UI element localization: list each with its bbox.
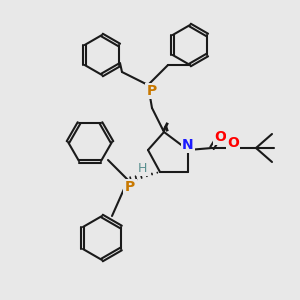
Text: O: O bbox=[227, 136, 239, 150]
Text: P: P bbox=[147, 84, 157, 98]
Text: O: O bbox=[214, 130, 226, 144]
Text: P: P bbox=[125, 180, 135, 194]
Text: N: N bbox=[182, 138, 194, 152]
Text: H: H bbox=[137, 161, 147, 175]
